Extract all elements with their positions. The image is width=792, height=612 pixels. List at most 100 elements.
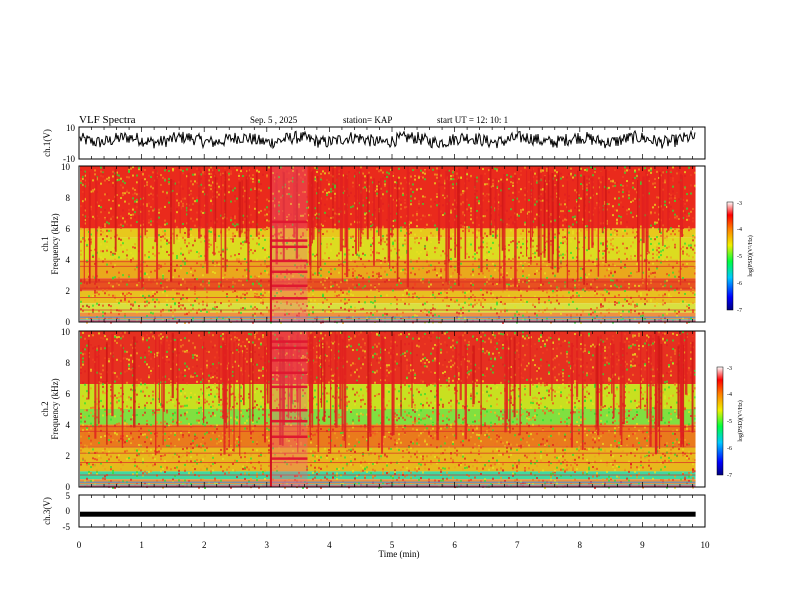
spectrogram-speckle: [302, 178, 304, 181]
spectrogram-speckle: [234, 215, 236, 218]
spectrogram-speckle: [356, 276, 358, 279]
spectrogram-speckle: [384, 184, 386, 187]
spectrogram-speckle: [570, 210, 572, 213]
ch1-ytick-top: 10: [66, 123, 76, 133]
spectrogram-speckle: [542, 283, 544, 286]
spectrogram-speckle: [314, 167, 316, 170]
spectrogram-streak: [437, 170, 441, 241]
spectrogram-speckle: [262, 273, 264, 276]
spectrogram-speckle: [202, 169, 204, 172]
spectrogram-speckle: [86, 344, 88, 347]
spectrogram-speckle: [86, 237, 88, 240]
spectrogram-speckle: [496, 312, 498, 315]
spectrogram-speckle: [116, 194, 118, 197]
spectrogram-speckle: [90, 248, 92, 251]
spectrogram-speckle: [642, 297, 644, 300]
spectrogram-speckle: [342, 238, 344, 241]
spectrogram-speckle: [268, 200, 270, 203]
spectrogram-speckle: [226, 259, 228, 262]
spectrogram-speckle: [460, 262, 462, 265]
spectrogram-speckle: [312, 253, 314, 256]
spectrogram-speckle: [688, 212, 690, 215]
spectrogram-speckle: [356, 169, 358, 172]
spectrogram-speckle: [236, 268, 238, 271]
spectrogram-speckle: [84, 182, 86, 185]
spectrogram-speckle: [282, 279, 284, 282]
spectrogram-speckle: [398, 176, 400, 179]
spectrogram-speckle: [594, 290, 596, 293]
spectrogram-speckle: [620, 285, 622, 288]
spectrogram-speckle: [442, 195, 444, 198]
spectrogram-speckle: [546, 303, 548, 306]
spectrogram-speckle: [284, 278, 286, 281]
spectrogram-speckle: [678, 259, 680, 262]
spectrogram-speckle: [110, 413, 112, 416]
spectrogram-speckle: [460, 237, 462, 240]
spectrogram-speckle: [118, 178, 120, 181]
spectrogram-speckle: [130, 167, 132, 170]
spectrogram-speckle: [550, 240, 552, 243]
spectrogram-speckle: [556, 289, 558, 292]
spectrogram-speckle: [138, 166, 140, 169]
spectrogram-speckle: [172, 311, 174, 314]
spectrogram-speckle: [658, 251, 660, 254]
spectrogram-speckle: [642, 314, 644, 317]
spectrogram-speckle: [464, 317, 466, 320]
spectrogram-speckle: [128, 176, 130, 179]
spectrogram-speckle: [292, 169, 294, 172]
spectrogram-speckle: [502, 273, 504, 276]
spectrogram-speckle: [180, 247, 182, 250]
spectrogram-streak: [359, 169, 362, 247]
spectrogram-speckle: [586, 187, 588, 190]
spectrogram-speckle: [512, 184, 514, 187]
spectrogram-speckle: [136, 174, 138, 177]
spectrogram-speckle: [354, 195, 356, 198]
spectrogram-speckle: [106, 249, 108, 252]
spectrogram-speckle: [372, 251, 374, 254]
spectrogram-speckle: [334, 199, 336, 202]
spectrogram-speckle: [216, 218, 218, 221]
spectrogram-speckle: [580, 174, 582, 177]
spectrogram-speckle: [444, 252, 446, 255]
spectrogram-speckle: [396, 313, 398, 316]
spectrogram-speckle: [418, 268, 420, 271]
spectrogram-speckle: [420, 187, 422, 190]
spectrogram-speckle: [84, 337, 86, 340]
spectrogram-speckle: [452, 169, 454, 172]
spectrogram-speckle: [588, 259, 590, 262]
spectrogram-speckle: [102, 311, 104, 314]
spectrogram-speckle: [80, 168, 82, 171]
spectrogram-speckle: [498, 269, 500, 272]
spectrogram-speckle: [418, 187, 420, 190]
spectrogram-speckle: [658, 218, 660, 221]
spectrogram-speckle: [300, 307, 302, 310]
spectrogram-speckle: [662, 294, 664, 297]
spectrogram-speckle: [390, 286, 392, 289]
spectrogram-speckle: [126, 292, 128, 295]
spectrogram-speckle: [178, 181, 180, 184]
spectrogram-speckle: [254, 275, 256, 278]
spectrogram-speckle: [506, 285, 508, 288]
spectrogram-speckle: [400, 282, 402, 285]
spectrogram-speckle: [182, 294, 184, 297]
spectrogram-speckle: [124, 312, 126, 315]
spectrogram-speckle: [626, 169, 628, 172]
spectrogram-speckle: [660, 227, 662, 230]
spectrogram-speckle: [132, 246, 134, 249]
spectrogram-speckle: [114, 431, 116, 434]
spectrogram-speckle: [386, 279, 388, 282]
spectrogram-speckle: [318, 201, 320, 204]
spectrogram-speckle: [120, 395, 122, 398]
spectrogram-speckle: [454, 269, 456, 272]
spectrogram-speckle: [218, 185, 220, 188]
spectrogram-speckle: [100, 170, 102, 173]
spectrogram-speckle: [404, 206, 406, 209]
spectrogram-speckle: [610, 228, 612, 231]
spectrogram-speckle: [610, 248, 612, 251]
spectrogram-speckle: [356, 187, 358, 190]
spectrogram-speckle: [254, 207, 256, 210]
spectrogram-speckle: [430, 266, 432, 269]
spectrogram-speckle: [630, 303, 632, 306]
spectrogram-speckle: [272, 207, 274, 210]
spectrogram-speckle: [174, 167, 176, 170]
